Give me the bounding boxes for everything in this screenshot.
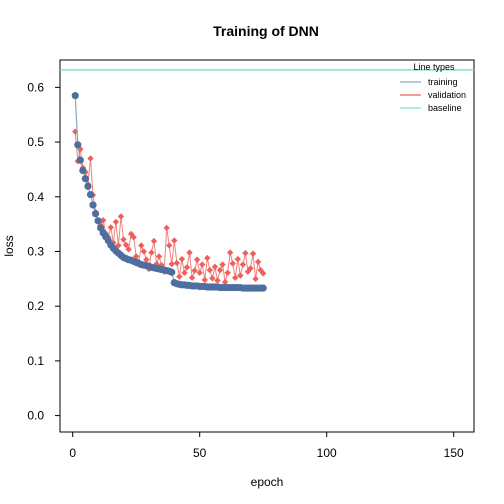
validation-point [99,217,107,224]
validation-point [259,270,267,277]
validation-point [206,266,214,274]
validation-point [143,256,150,263]
validation-point [148,249,155,256]
validation-point [224,269,231,277]
x-tick-label: 100 [317,446,337,460]
training-point [259,284,267,292]
validation-point [122,241,130,249]
chart-title: Training of DNN [213,23,319,39]
validation-point [168,260,175,268]
validation-point [107,224,114,231]
y-tick-label: 0.1 [27,354,44,368]
legend-label-training: training [428,77,458,87]
validation-point [183,264,191,271]
validation-point [181,269,188,277]
training-point [76,156,84,164]
validation-point [204,254,211,262]
series-layer [60,69,474,292]
y-axis: 0.0 0.1 0.2 0.3 0.4 0.5 0.6 [27,80,60,423]
legend: Line types training validation baseline [400,62,466,113]
validation-point [155,253,163,260]
training-point [168,268,176,276]
training-point [79,166,87,175]
validation-point [191,267,198,274]
validation-point [242,249,249,257]
training-point [89,201,97,209]
validation-point [176,273,183,280]
y-tick-label: 0.6 [27,80,44,94]
training-point [74,141,82,149]
x-tick-label: 50 [193,446,207,460]
validation-point [87,155,94,162]
validation-point [150,237,158,245]
validation-point [132,253,140,260]
validation-point [115,242,122,249]
validation-line [74,131,264,283]
validation-point [188,274,196,281]
validation-point [237,272,244,279]
validation-point [199,261,206,268]
validation-point [219,261,226,268]
validation-point [229,260,236,267]
validation-point [125,246,132,253]
validation-point [163,224,170,232]
validation-point [234,255,241,263]
validation-point [211,263,219,270]
y-axis-label: loss [2,235,16,256]
legend-label-validation: validation [428,90,466,100]
validation-point [239,261,247,268]
y-tick-label: 0.0 [27,409,44,423]
plot-area-border [59,59,475,433]
validation-point [140,248,148,255]
validation-point [214,277,221,284]
x-tick-label: 0 [69,446,76,460]
x-axis: 0 50 100 150 [69,432,464,460]
legend-title: Line types [413,62,455,72]
validation-point [226,249,234,256]
validation-point [247,265,254,272]
y-tick-label: 0.4 [27,190,44,204]
validation-point [196,269,203,277]
validation-point [166,242,173,249]
training-point [91,210,100,218]
y-tick-label: 0.5 [27,135,44,149]
y-tick-label: 0.2 [27,299,44,313]
validation-point [232,274,239,281]
validation-point [112,218,120,226]
training-point [81,175,89,183]
x-tick-label: 150 [444,446,464,460]
validation-point [221,278,229,286]
validation-point [254,258,262,266]
validation-point [186,249,193,256]
validation-point [216,266,224,274]
validation-point [138,242,145,249]
training-point [84,182,92,190]
training-point [86,190,95,199]
validation-point [173,259,181,267]
validation-point [193,256,201,263]
validation-point [178,255,186,263]
validation-point [201,276,208,284]
validation-point [120,236,127,243]
validation-point [130,234,137,241]
validation-point [171,237,178,244]
validation-point [249,250,257,257]
legend-label-baseline: baseline [428,103,462,113]
training-point [71,91,79,100]
validation-point [209,275,216,282]
training-point [94,217,102,225]
validation-point [72,128,79,135]
y-tick-label: 0.3 [27,244,44,258]
x-axis-label: epoch [251,475,284,489]
validation-point [252,275,259,283]
validation-point [117,213,125,220]
